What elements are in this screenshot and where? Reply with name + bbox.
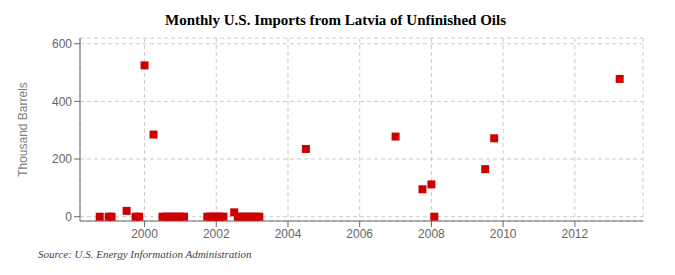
svg-text:0: 0 [65,210,72,224]
svg-text:2004: 2004 [275,227,302,241]
svg-text:2012: 2012 [562,227,589,241]
svg-text:2000: 2000 [131,227,158,241]
svg-text:2010: 2010 [490,227,517,241]
svg-text:Thousand Barrels: Thousand Barrels [16,82,30,177]
svg-text:2008: 2008 [418,227,445,241]
svg-text:600: 600 [52,37,72,51]
html-text:Source: U.S. Energy Informatio: Source: U.S. Energy Information Administ… [38,248,252,260]
html-text:Monthly U.S. Imports from Latv: Monthly U.S. Imports from Latvia of Unfi… [165,12,506,28]
svg-text:2002: 2002 [203,227,230,241]
svg-text:400: 400 [52,95,72,109]
svg-text:200: 200 [52,152,72,166]
svg-text:2006: 2006 [346,227,373,241]
